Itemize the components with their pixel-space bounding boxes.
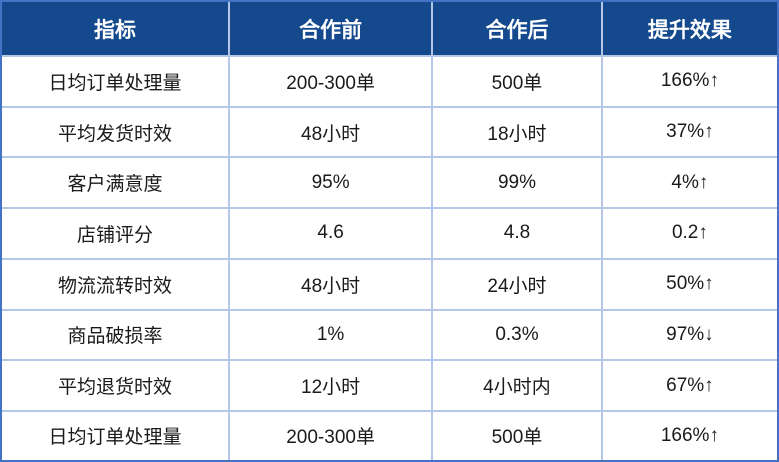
- cell-after: 24小时: [432, 258, 603, 311]
- table-row: 商品破损率 1% 0.3% 97%↓: [2, 309, 777, 362]
- cell-indicator: 店铺评分: [2, 208, 231, 260]
- cell-indicator: 物流流转时效: [2, 258, 231, 311]
- cell-before: 200-300单: [229, 410, 434, 460]
- header-cell-indicator: 指标: [2, 2, 231, 57]
- cell-after: 4小时内: [432, 360, 603, 412]
- cell-after: 4.8: [432, 208, 603, 260]
- cell-improvement: 0.2↑: [601, 208, 777, 260]
- table-row: 客户满意度 95% 99% 4%↑: [2, 157, 777, 210]
- cell-before: 4.6: [229, 208, 434, 260]
- cell-before: 95%: [229, 157, 434, 210]
- cell-improvement: 166%↑: [601, 56, 777, 108]
- header-cell-before: 合作前: [229, 2, 434, 57]
- cell-indicator: 平均退货时效: [2, 360, 231, 412]
- cell-after: 500单: [432, 56, 603, 108]
- cell-after: 500单: [432, 410, 603, 460]
- cell-before: 48小时: [229, 258, 434, 311]
- cell-before: 12小时: [229, 360, 434, 412]
- cell-indicator: 平均发货时效: [2, 106, 231, 159]
- cell-before: 48小时: [229, 106, 434, 159]
- header-cell-improvement: 提升效果: [601, 2, 777, 57]
- cell-improvement: 37%↑: [601, 106, 777, 159]
- table-row: 平均发货时效 48小时 18小时 37%↑: [2, 106, 777, 159]
- cell-after: 18小时: [432, 106, 603, 159]
- cell-before: 1%: [229, 309, 434, 362]
- table-row: 日均订单处理量 200-300单 500单 166%↑: [2, 56, 777, 108]
- cell-improvement: 67%↑: [601, 360, 777, 412]
- header-row: 指标 合作前 合作后 提升效果: [2, 2, 777, 57]
- cell-indicator: 客户满意度: [2, 157, 231, 210]
- table-row: 日均订单处理量 200-300单 500单 166%↑: [2, 410, 777, 460]
- header-cell-after: 合作后: [432, 2, 603, 57]
- cell-before: 200-300单: [229, 56, 434, 108]
- cell-after: 0.3%: [432, 309, 603, 362]
- table-row: 物流流转时效 48小时 24小时 50%↑: [2, 258, 777, 311]
- cell-improvement: 4%↑: [601, 157, 777, 210]
- cell-improvement: 50%↑: [601, 258, 777, 311]
- cell-improvement: 166%↑: [601, 410, 777, 460]
- table-row: 平均退货时效 12小时 4小时内 67%↑: [2, 360, 777, 412]
- cell-indicator: 日均订单处理量: [2, 410, 231, 460]
- cell-indicator: 商品破损率: [2, 309, 231, 362]
- cell-after: 99%: [432, 157, 603, 210]
- cell-indicator: 日均订单处理量: [2, 56, 231, 108]
- cell-improvement: 97%↓: [601, 309, 777, 362]
- table-row: 店铺评分 4.6 4.8 0.2↑: [2, 208, 777, 260]
